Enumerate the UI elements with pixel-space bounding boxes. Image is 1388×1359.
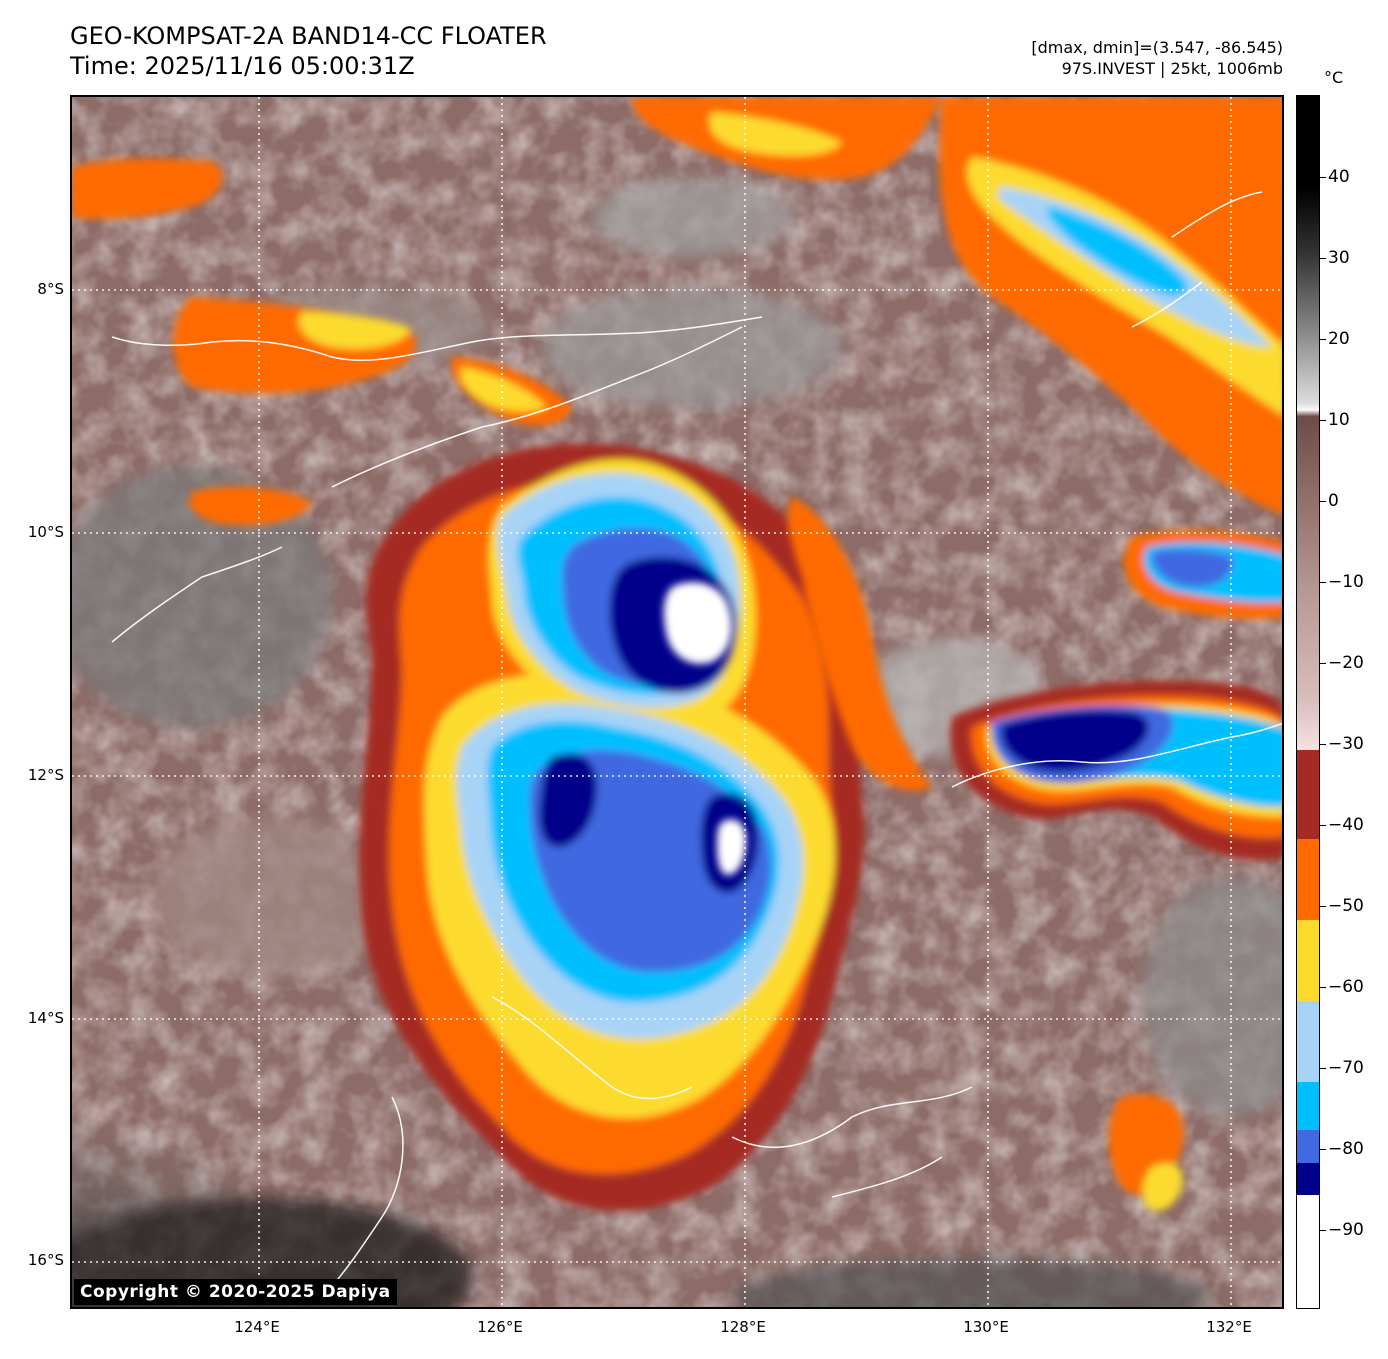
colorbar-label: 40	[1328, 167, 1350, 187]
colorbar-tick	[1320, 906, 1326, 907]
colorbar-band	[1297, 1162, 1319, 1195]
colorbar-label: 30	[1328, 248, 1350, 268]
colorbar	[1296, 95, 1320, 1309]
colorbar-tick	[1320, 177, 1326, 178]
colorbar-tick	[1320, 501, 1326, 502]
colorbar-band	[1297, 1130, 1319, 1163]
colorbar-tick	[1320, 744, 1326, 745]
colorbar-tick	[1320, 663, 1326, 664]
satellite-map: Copyright © 2020-2025 Dapiya	[70, 95, 1284, 1309]
lon-label-130e: 130°E	[963, 1318, 1009, 1336]
lon-label-132e: 132°E	[1206, 1318, 1252, 1336]
colorbar-band	[1297, 750, 1319, 840]
colorbar-band	[1297, 1194, 1319, 1308]
colorbar-tick	[1320, 825, 1326, 826]
lat-label-14s: 14°S	[27, 1009, 64, 1027]
colorbar-label: −40	[1328, 815, 1364, 835]
data-range: [dmax, dmin]=(3.547, -86.545)	[1031, 38, 1283, 57]
colorbar-tick	[1320, 987, 1326, 988]
colorbar-tick	[1320, 582, 1326, 583]
colorbar-label: −80	[1328, 1139, 1364, 1159]
colorbar-tick	[1320, 339, 1326, 340]
cloud-imagery	[72, 97, 1282, 1307]
colorbar-label: −10	[1328, 572, 1364, 592]
colorbar-unit: °C	[1324, 68, 1344, 87]
lat-label-16s: 16°S	[27, 1251, 64, 1269]
colorbar-label: −90	[1328, 1220, 1364, 1240]
colorbar-label: −70	[1328, 1058, 1364, 1078]
colorbar-tick	[1320, 420, 1326, 421]
colorbar-tick	[1320, 1068, 1326, 1069]
lat-label-8s: 8°S	[37, 280, 64, 298]
timestamp: Time: 2025/11/16 05:00:31Z	[70, 52, 415, 80]
lon-label-126e: 126°E	[477, 1318, 523, 1336]
product-title: GEO-KOMPSAT-2A BAND14-CC FLOATER	[70, 22, 547, 50]
lat-label-12s: 12°S	[27, 766, 64, 784]
lon-label-124e: 124°E	[234, 1318, 280, 1336]
colorbar-band	[1297, 1000, 1319, 1082]
colorbar-tick	[1320, 1230, 1326, 1231]
copyright-notice: Copyright © 2020-2025 Dapiya	[74, 1279, 397, 1305]
colorbar-gradient	[1297, 96, 1319, 751]
colorbar-band	[1297, 920, 1319, 1001]
colorbar-label: −50	[1328, 896, 1364, 916]
storm-info: 97S.INVEST | 25kt, 1006mb	[1061, 59, 1283, 78]
colorbar-label: 0	[1328, 491, 1339, 511]
colorbar-label: −30	[1328, 734, 1364, 754]
colorbar-band	[1297, 1081, 1319, 1131]
lat-label-10s: 10°S	[27, 523, 64, 541]
colorbar-band	[1297, 839, 1319, 921]
colorbar-tick	[1320, 1149, 1326, 1150]
colorbar-label: 20	[1328, 329, 1350, 349]
colorbar-label: −20	[1328, 653, 1364, 673]
lon-label-128e: 128°E	[720, 1318, 766, 1336]
colorbar-label: −60	[1328, 977, 1364, 997]
colorbar-tick	[1320, 258, 1326, 259]
colorbar-label: 10	[1328, 410, 1350, 430]
